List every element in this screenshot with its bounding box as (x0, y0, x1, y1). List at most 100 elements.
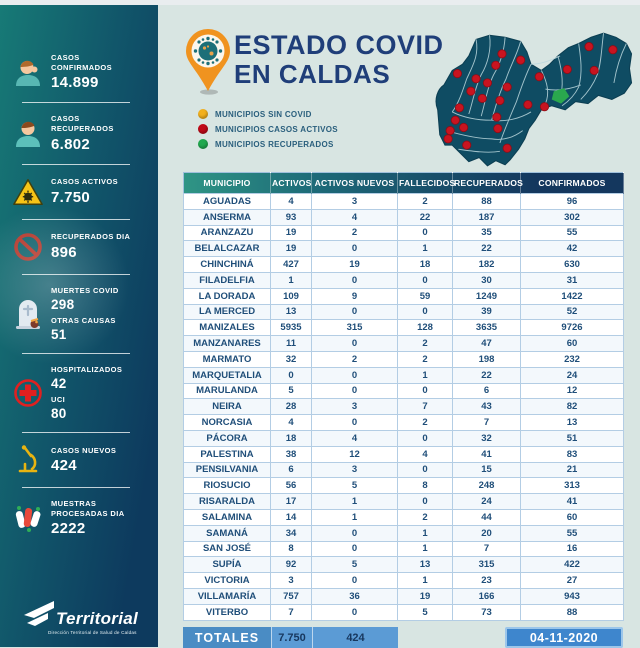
table-row: MARULANDA 5 0 0 6 12 (183, 382, 624, 400)
stat-value: 896 (51, 243, 77, 261)
table-cell: 1 (397, 540, 453, 558)
divider (22, 273, 130, 275)
main-panel: ESTADO COVID EN CALDAS MUNICIPIOS SIN CO… (158, 5, 640, 648)
table-row: MANZANARES 11 0 2 47 60 (183, 335, 624, 352)
stat-hospitalizados: HOSPITALIZADOS 42 UCI 80 (12, 363, 150, 423)
col-header-activos-nuevos: ACTIVOS NUEVOS (311, 172, 398, 194)
table-row: PÁCORA 18 4 0 32 51 (183, 429, 624, 447)
table-cell: LA MERCED (183, 303, 271, 321)
table-cell: MANIZALES (183, 319, 271, 337)
table-cell: SUPÍA (183, 556, 271, 574)
table-cell: 1 (397, 524, 453, 542)
stat-value: 7.750 (51, 188, 91, 206)
table-cell: 166 (452, 587, 521, 605)
totals-activos: 7.750 (271, 627, 312, 648)
table-cell: 96 (520, 193, 624, 210)
table-cell: 4 (270, 414, 312, 431)
no-entry-icon (12, 231, 44, 263)
table-cell: 4 (311, 208, 398, 226)
table-cell: 14 (270, 508, 312, 526)
table-cell: 0 (397, 382, 453, 400)
table-cell: 52 (520, 303, 624, 321)
stat-value: 424 (51, 457, 77, 475)
table-cell: 5 (270, 382, 312, 400)
table-cell: 9726 (520, 319, 624, 337)
recovered-municipality-patch (551, 88, 570, 104)
table-cell: 24 (520, 366, 624, 384)
stat-casos-nuevos: CASOS NUEVOS 424 (12, 442, 150, 478)
table-cell: 5 (311, 556, 398, 574)
table-cell: 8 (397, 477, 453, 495)
table-cell: 41 (520, 493, 624, 510)
table-cell: 2 (397, 335, 453, 352)
stat-value: 42 (51, 375, 67, 391)
totals-bar: TOTALES 7.750 424 04-11-2020 (183, 627, 623, 648)
territorial-flag-icon (24, 601, 54, 626)
table-cell: 11 (270, 335, 312, 352)
covid-table-body: AGUADAS 4 3 2 88 96 ANSERMA 93 4 22 187 302 ARANZAZU… (183, 193, 624, 621)
table-cell: 43 (452, 398, 521, 416)
table-cell: 1 (270, 271, 312, 289)
medical-cross-icon (12, 377, 44, 409)
table-cell: 2 (397, 193, 453, 210)
table-cell: 422 (520, 556, 624, 574)
table-cell: 0 (397, 461, 453, 479)
table-cell: 42 (520, 240, 624, 258)
stat-value2: 80 (51, 406, 67, 421)
table-row: NEIRA 28 3 7 43 82 (183, 398, 624, 416)
divider (22, 352, 130, 354)
logo-name: Territorial (56, 609, 139, 628)
table-row: FILADELFIA 1 0 0 30 31 (183, 271, 624, 289)
title-line-1: ESTADO COVID (234, 30, 444, 60)
table-cell: 19 (397, 587, 453, 605)
col-header-recuperados: RECUPERADOS (452, 172, 523, 194)
table-cell: 315 (452, 556, 521, 574)
table-cell: 34 (270, 524, 312, 542)
table-cell: 7 (452, 540, 521, 558)
stats-list: CASOS CONFIRMADOS 14.899 CASOS RECUPERAD… (0, 5, 158, 539)
table-cell: 56 (270, 477, 312, 495)
table-cell: 60 (520, 508, 624, 526)
table-cell: AGUADAS (183, 193, 271, 210)
table-row: SAN JOSÉ 8 0 1 7 16 (183, 540, 624, 558)
table-cell: 1 (397, 240, 453, 258)
table-cell: 60 (520, 335, 624, 352)
page-title: ESTADO COVID EN CALDAS (234, 30, 444, 90)
stat-muestras: MUESTRAS PROCESADAS DIA 2222 (12, 497, 150, 539)
table-cell: 35 (452, 224, 521, 242)
table-row: BELALCAZAR 19 0 1 22 42 (183, 240, 624, 258)
samples-icon (12, 502, 44, 534)
table-cell: 0 (311, 603, 398, 621)
stat-value: 298 (51, 296, 75, 312)
stat-casos-confirmados: CASOS CONFIRMADOS 14.899 (12, 51, 150, 93)
table-cell: 92 (270, 556, 312, 574)
table-cell: 1 (311, 493, 398, 510)
table-cell: 13 (520, 414, 624, 431)
table-row: MARQUETALIA 0 0 1 22 24 (183, 366, 624, 384)
person-confirmed-icon (12, 56, 44, 88)
table-cell: 0 (311, 335, 398, 352)
table-cell: 1249 (452, 287, 521, 305)
table-cell: 12 (311, 445, 398, 463)
table-row: ANSERMA 93 4 22 187 302 (183, 208, 624, 226)
table-cell: 182 (452, 256, 521, 273)
stat-label2: OTRAS CAUSAS (51, 315, 116, 325)
table-cell: BELALCAZAR (183, 240, 271, 258)
covid-table: MUNICIPIO ACTIVOS ACTIVOS NUEVOS FALLECI… (183, 172, 624, 621)
divider (22, 218, 130, 220)
green-dot-icon (198, 139, 208, 149)
title-line-2: EN CALDAS (234, 59, 391, 90)
table-cell: ARANZAZU (183, 224, 271, 242)
table-cell: 16 (520, 540, 624, 558)
table-cell: 18 (270, 429, 312, 447)
table-cell: 7 (270, 603, 312, 621)
active-case-dots (443, 42, 618, 153)
territorial-logo: Territorial Dirección Territorial de Sal… (22, 599, 142, 635)
table-cell: 31 (520, 271, 624, 289)
table-cell: 757 (270, 587, 312, 605)
table-cell: 0 (311, 540, 398, 558)
table-cell: 3635 (452, 319, 521, 337)
table-cell: 6 (270, 461, 312, 479)
table-cell: MARQUETALIA (183, 366, 271, 384)
stat-casos-recuperados: CASOS RECUPERADOS 6.802 (12, 112, 150, 154)
